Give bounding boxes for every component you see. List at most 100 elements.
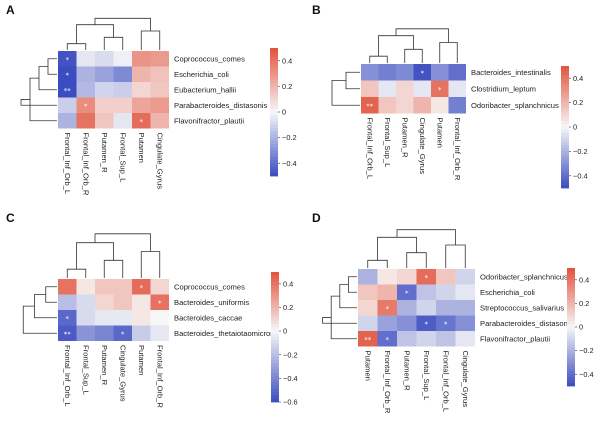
colorbar-segment: [567, 282, 575, 287]
heatmap-cell: [377, 300, 397, 316]
colorbar-segment: [271, 372, 279, 377]
column-label-frontal-sup-l: Frontal_Sup_L: [118, 133, 127, 183]
colorbar-segment: [271, 324, 279, 328]
heatmap-cell: [132, 51, 151, 67]
colorbar-segment: [270, 140, 278, 145]
column-label-putamen: Putamen: [137, 133, 146, 163]
colorbar-segment: [271, 320, 279, 325]
significance-marker: *: [140, 118, 144, 126]
heatmap-cell: [76, 113, 95, 129]
colorbar-segment: [270, 118, 278, 122]
column-dendrogram-branch: [377, 236, 417, 261]
colorbar-segment: [561, 172, 569, 177]
heatmap-cell: [95, 51, 114, 67]
heatmap-cell: [378, 97, 396, 114]
column-label-cingulate-gyrus: Cingulate_Gyrus: [155, 133, 164, 190]
row-dendrogram-branch: [45, 286, 57, 303]
colorbar-segment: [561, 78, 569, 82]
colorbar-segment: [270, 76, 278, 81]
colorbar-segment: [561, 163, 569, 168]
colorbar-segment: [561, 108, 569, 113]
colorbar-segment: [567, 303, 575, 307]
colorbar-segment: [561, 151, 569, 155]
row-label-odoribacter-splanchnicus: Odoribacter_splanchnicus: [471, 101, 559, 110]
heatmap-cell: [416, 315, 436, 331]
row-label-streptococcus-salivarius: Streptococcus_salivarius: [480, 303, 564, 312]
colorbar-segment: [271, 317, 279, 322]
heatmap-cell: [396, 97, 414, 114]
significance-marker: **: [64, 87, 72, 95]
row-label-bacteroides-thetaiotaomicron: Bacteroides_thetaiotaomicron: [174, 329, 274, 338]
column-label-frontal-inf-orb-r: Frontal_Inf_Orb_R: [81, 133, 90, 196]
colorbar-segment: [561, 81, 569, 85]
colorbar-segment: [270, 169, 278, 174]
colorbar-segment: [270, 92, 278, 97]
column-label-frontal-inf-orb-l: Frontal_Inf_Orb_L: [63, 133, 72, 195]
row-label-parabacteroides-distasonis: Parabacteroides_distasonis: [480, 319, 573, 328]
colorbar-segment: [270, 86, 278, 90]
colorbar-segment: [561, 154, 569, 158]
colorbar-segment: [561, 166, 569, 171]
column-label-putamen: Putamen: [435, 118, 444, 148]
colorbar-tick-label: 0.2: [573, 98, 583, 107]
colorbar-segment: [271, 298, 279, 302]
colorbar-segment: [567, 309, 575, 313]
heatmap-cell: [413, 97, 431, 114]
heatmap-cell: [150, 325, 169, 341]
heatmap-cell: [132, 97, 151, 113]
column-dendrogram-branch: [439, 42, 458, 63]
colorbar-segment: [567, 312, 575, 316]
colorbar-segment: [271, 346, 279, 351]
column-dendrogram-branch: [66, 268, 87, 278]
heatmap-cell: [113, 310, 132, 326]
colorbar-segment: [561, 139, 569, 143]
colorbar-segment: [567, 321, 575, 325]
colorbar-segment: [567, 365, 575, 369]
heatmap-cell: [358, 300, 378, 316]
heatmap-cell: [455, 300, 475, 316]
heatmap-cell: [95, 82, 114, 98]
heatmap-cell: [113, 294, 132, 310]
heatmap-cell: [413, 64, 431, 81]
colorbar-segment: [270, 156, 278, 161]
colorbar-segment: [561, 127, 569, 131]
column-label-frontal-inf-orb-l: Frontal_Inf_Orb_L: [365, 118, 374, 180]
colorbar-segment: [270, 137, 278, 142]
significance-marker: *: [84, 102, 88, 110]
colorbar-segment: [561, 169, 569, 174]
colorbar-segment: [270, 153, 278, 158]
colorbar-tick-label: −0.4: [282, 159, 297, 168]
heatmap-cell: [113, 97, 132, 113]
column-label-frontal-sup-l: Frontal_Sup_L: [81, 345, 90, 395]
heatmap-cell: [358, 269, 378, 285]
colorbar-tick-label: 0: [283, 327, 287, 336]
heatmap-cell: [413, 80, 431, 97]
heatmap-cell: [113, 51, 132, 67]
heatmap-cell: [95, 97, 114, 113]
colorbar-segment: [270, 128, 278, 132]
heatmap-cell: [431, 64, 449, 81]
colorbar-segment: [271, 392, 279, 396]
heatmap-cell: [132, 113, 151, 129]
heatmap-cell: [113, 113, 132, 129]
colorbar-segment: [270, 99, 278, 103]
row-label-escherichia-coli: Escherichia_coli: [174, 70, 229, 79]
row-dendrogram-branch: [47, 58, 57, 75]
colorbar-segment: [567, 344, 575, 349]
colorbar-segment: [567, 377, 575, 381]
colorbar-segment: [271, 366, 279, 370]
row-label-eubacterium-hallii: Eubacterium_hallii: [174, 85, 236, 94]
heatmap-cell: [377, 331, 397, 347]
colorbar-segment: [567, 353, 575, 357]
colorbar-segment: [271, 369, 279, 374]
colorbar-segment: [561, 120, 569, 125]
heatmap-cell: [132, 310, 151, 326]
heatmap-cell: [397, 300, 417, 316]
colorbar-tick-label: −0.4: [579, 370, 594, 379]
colorbar-tick-label: −0.6: [283, 398, 298, 407]
colorbar-segment: [270, 150, 278, 154]
significance-marker: *: [66, 56, 70, 64]
column-dendrogram-branch: [395, 28, 449, 43]
row-label-coprococcus-comes: Coprococcus_comes: [174, 54, 245, 63]
colorbar-segment: [271, 285, 279, 289]
